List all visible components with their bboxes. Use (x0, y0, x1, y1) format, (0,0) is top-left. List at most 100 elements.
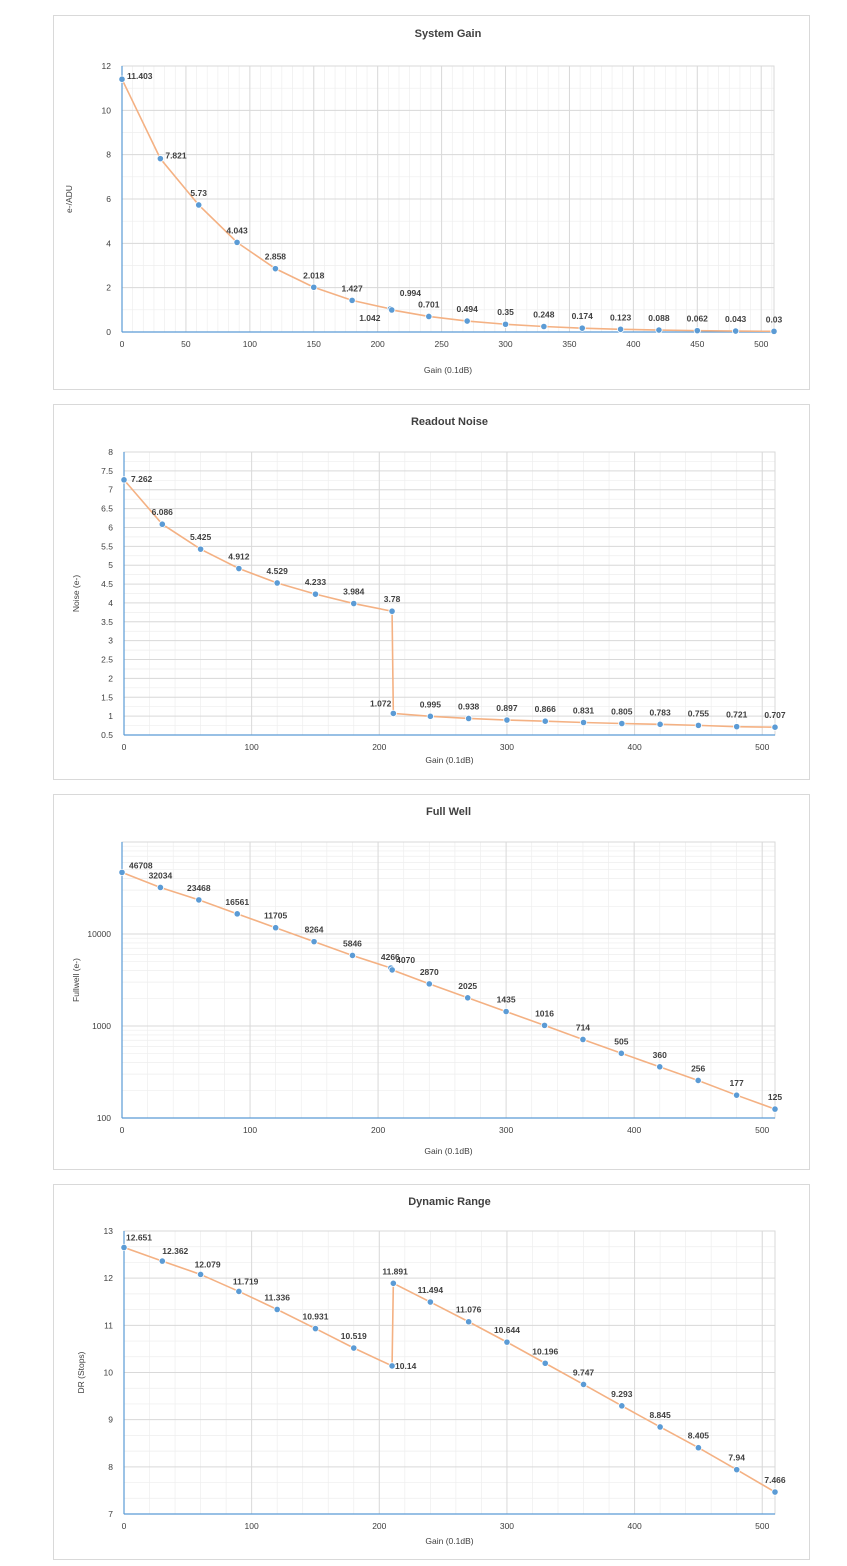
y-tick-label: 7.5 (101, 466, 113, 476)
data-label: 2.018 (303, 270, 325, 280)
x-tick-label: 500 (755, 1125, 769, 1135)
x-tick-label: 350 (562, 339, 576, 349)
data-label: 0.123 (610, 312, 632, 322)
data-label: 5.73 (190, 188, 207, 198)
y-tick-label: 2 (106, 283, 111, 293)
data-point (273, 579, 281, 587)
data-label: 360 (653, 1050, 667, 1060)
x-tick-label: 100 (243, 339, 257, 349)
data-point (389, 1279, 397, 1287)
data-point (579, 1035, 587, 1044)
data-label: 10.196 (532, 1346, 558, 1356)
y-tick-label: 2.5 (101, 655, 113, 665)
data-point (694, 721, 703, 729)
data-points (118, 868, 779, 1113)
y-tick-label: 8 (106, 150, 111, 160)
data-label: 7.94 (728, 1453, 745, 1463)
data-points (120, 1243, 779, 1496)
x-tick-label: 500 (754, 339, 768, 349)
data-point (158, 1257, 166, 1265)
data-point (771, 1105, 779, 1113)
data-label: 2.858 (265, 252, 287, 262)
series-line (123, 479, 776, 728)
y-tick-label: 6 (108, 522, 113, 532)
y-axis-label: Fullwell (e-) (71, 958, 81, 1002)
x-axis-label: Gain (0.1dB) (425, 1536, 473, 1546)
y-tick-label: 4 (106, 238, 111, 248)
data-label: 12.362 (162, 1246, 188, 1256)
data-label: 0.707 (764, 710, 786, 720)
y-tick-label: 11 (104, 1320, 113, 1330)
y-tick-label: 13 (104, 1226, 114, 1236)
y-tick-label: 7 (108, 485, 113, 495)
x-tick-label: 500 (755, 742, 769, 752)
data-point (771, 1488, 779, 1496)
y-tick-label: 7 (108, 1509, 113, 1519)
data-label: 11705 (264, 911, 287, 921)
data-label: 4.529 (267, 566, 289, 576)
y-tick-label: 10000 (87, 929, 111, 939)
data-point (120, 1243, 128, 1252)
data-point (348, 951, 357, 960)
data-point (503, 1338, 511, 1346)
data-point (350, 599, 358, 608)
y-tick-label: 1000 (92, 1021, 111, 1031)
y-tick-label: 10 (104, 1368, 114, 1378)
data-point (196, 545, 205, 553)
chart-panel-readout-noise: Readout Noise 0 100 200 300 400 500 0.5 1 1.5 2 2.5… (53, 404, 810, 780)
y-tick-label: 12 (104, 1273, 114, 1283)
data-label: 0.174 (572, 311, 594, 321)
data-label: 4266 (381, 952, 400, 962)
data-label: 4.233 (305, 577, 327, 587)
y-tick-label: 1.5 (101, 692, 113, 702)
x-tick-label: 200 (371, 1125, 385, 1135)
data-label: 714 (576, 1022, 590, 1032)
data-point (310, 283, 318, 291)
data-label: 0.994 (400, 288, 422, 298)
chart-panel-system-gain: System Gain 0 50 100 150 200 250 300 350 400 450 50… (53, 15, 810, 390)
data-label: 12.079 (195, 1259, 221, 1269)
chart-title: Readout Noise (411, 416, 488, 428)
y-tick-label: 5 (108, 560, 113, 570)
y-tick-label: 0 (106, 327, 111, 337)
data-label: 8264 (305, 925, 324, 935)
x-tick-label: 300 (499, 1125, 513, 1135)
data-label: 0.755 (688, 708, 710, 718)
data-label: 3.78 (384, 594, 401, 604)
data-point (425, 980, 433, 988)
data-label: 11.719 (233, 1276, 259, 1286)
data-point (311, 1324, 320, 1333)
data-label: 1.042 (359, 313, 381, 323)
y-tick-label: 100 (97, 1113, 111, 1123)
x-tick-labels: 0 50 100 150 200 250 300 350 400 450 500 (120, 339, 769, 349)
data-point (120, 476, 128, 484)
data-point (388, 1362, 396, 1370)
data-label: 0.866 (535, 704, 557, 714)
data-point (618, 1402, 626, 1410)
x-tick-label: 0 (120, 339, 125, 349)
minor-gridlines (121, 842, 775, 1118)
data-labels: 11.403 7.821 5.73 4.043 2.858 2.018 1.427 1.042… (127, 71, 783, 324)
data-point (272, 924, 280, 932)
y-tick-label: 12 (102, 61, 112, 71)
x-axis-label: Gain (0.1dB) (424, 365, 472, 375)
y-tick-labels: 7 8 9 10 11 12 13 (104, 1226, 114, 1519)
data-point (655, 326, 663, 334)
data-point (618, 719, 626, 728)
data-point (273, 1305, 281, 1314)
y-axis-label: e-/ADU (64, 185, 74, 213)
data-point (463, 317, 471, 325)
x-tick-label: 100 (245, 1521, 259, 1531)
data-point (733, 723, 741, 731)
x-tick-label: 400 (626, 339, 640, 349)
data-label: 10.931 (302, 1312, 328, 1322)
data-label: 0.494 (457, 304, 479, 314)
data-label: 5846 (343, 938, 362, 948)
data-label: 10.644 (494, 1325, 520, 1335)
x-tick-label: 0 (122, 1521, 127, 1531)
data-point (195, 896, 203, 904)
data-point (118, 868, 126, 877)
chart-title: System Gain (415, 28, 482, 40)
x-tick-label: 400 (627, 1125, 641, 1135)
data-point (348, 296, 356, 304)
